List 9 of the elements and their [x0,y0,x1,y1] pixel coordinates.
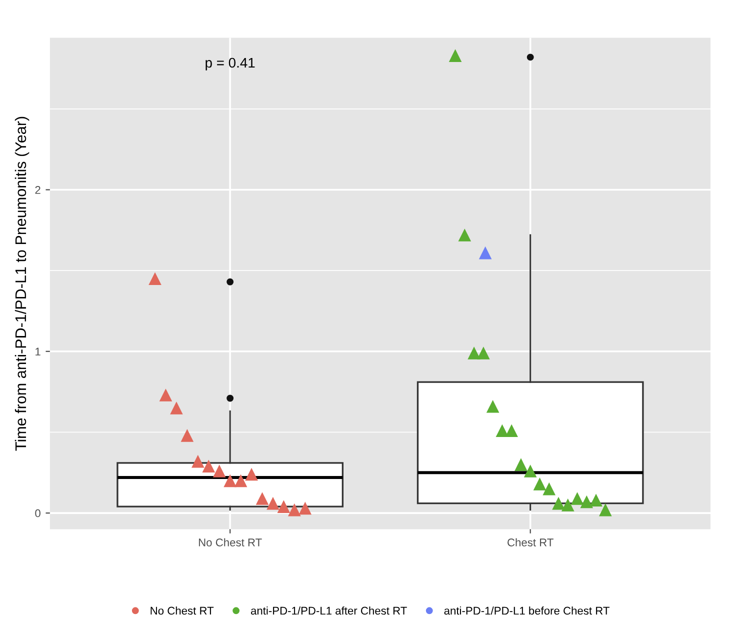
x-tick-label: Chest RT [508,538,554,546]
y-axis-title: Time from anti-PD-1/PD-L1 to Pneumonitis (Year) [14,116,30,451]
y-tick-label: 2 [35,186,40,194]
legend-label: anti-PD-1/PD-L1 after Chest RT [250,606,407,615]
y-tick-label: 0 [35,509,40,518]
legend-label: anti-PD-1/PD-L1 before Chest RT [444,606,610,615]
annotation: p = 0.41 [206,58,255,70]
legend-label: No Chest RT [150,606,214,615]
y-tick-label: 1 [36,348,40,356]
